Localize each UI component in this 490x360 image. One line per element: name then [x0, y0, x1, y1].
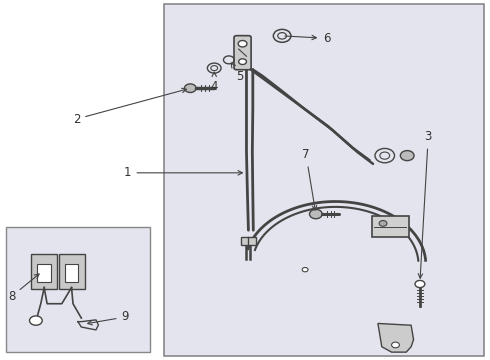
FancyBboxPatch shape	[59, 254, 85, 289]
Text: 2: 2	[73, 88, 186, 126]
Circle shape	[379, 221, 387, 226]
Text: 5: 5	[231, 63, 244, 82]
Text: 1: 1	[124, 166, 243, 179]
FancyBboxPatch shape	[372, 216, 409, 237]
FancyBboxPatch shape	[37, 264, 50, 282]
Polygon shape	[378, 323, 414, 352]
Circle shape	[400, 150, 414, 161]
FancyBboxPatch shape	[31, 254, 57, 289]
Circle shape	[302, 267, 308, 272]
FancyBboxPatch shape	[164, 4, 485, 356]
FancyBboxPatch shape	[5, 226, 150, 352]
Circle shape	[238, 41, 247, 47]
FancyBboxPatch shape	[234, 36, 251, 70]
Text: 7: 7	[302, 148, 317, 210]
Circle shape	[184, 84, 196, 93]
Circle shape	[392, 342, 399, 348]
Text: 3: 3	[418, 130, 432, 278]
Circle shape	[239, 59, 246, 64]
Text: 4: 4	[211, 72, 218, 93]
FancyBboxPatch shape	[65, 264, 78, 282]
Text: 8: 8	[8, 274, 39, 303]
Bar	[241, 237, 256, 245]
Circle shape	[415, 280, 425, 288]
Text: 6: 6	[285, 32, 331, 45]
Circle shape	[310, 210, 322, 219]
Circle shape	[29, 316, 42, 325]
Text: 9: 9	[88, 310, 129, 325]
